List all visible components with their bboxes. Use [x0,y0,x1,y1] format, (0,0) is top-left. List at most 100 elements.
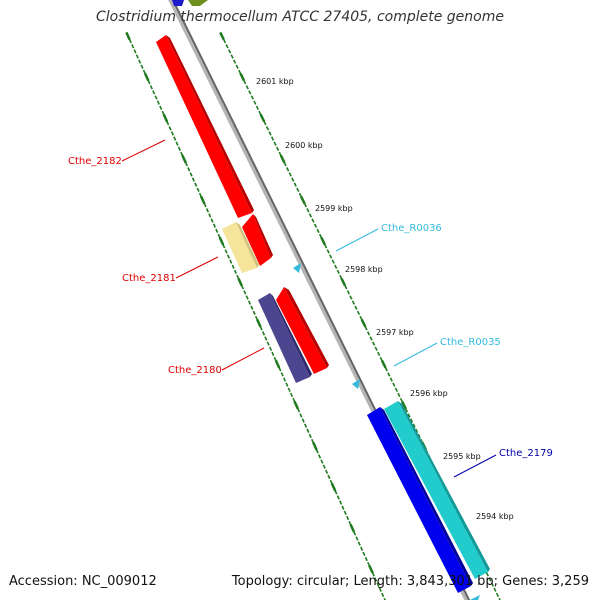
accession-text: Accession: NC_009012 [9,574,157,589]
left-track-tick [194,182,198,187]
right-track-tick [394,387,398,392]
left-track-tick [383,597,386,600]
left-track-tick [147,79,151,85]
left-track-tick [173,136,177,141]
left-track-tick [199,195,206,205]
left-track-tick [133,49,137,54]
right-track-tick [380,360,387,369]
left-track-tick [208,213,212,218]
left-track-tick [252,310,256,316]
right-track-tick [414,428,419,433]
left-track-tick [320,459,324,464]
right-track-tick [356,310,361,316]
left-track-tick [250,305,254,310]
right-track-tick [498,597,501,600]
left-track-tick [218,236,225,246]
right-track-tick [372,341,376,346]
right-track-tick [259,113,266,123]
right-track-tick [493,587,497,592]
feature-cthe-2180 [258,293,310,383]
left-track-tick [168,126,172,131]
feature-cthe-2181-shade [236,222,259,268]
tick-label: 2594 kbp [476,512,514,521]
right-track-tick [303,203,308,208]
left-track-tick [159,105,163,110]
left-track-tick [280,372,284,377]
right-track-tick [286,167,290,172]
left-track-tick [322,464,326,469]
left-track-tick [357,541,361,546]
gene-label-cthe-2181: Cthe_2181 [122,273,176,284]
right-track-tick [222,38,227,44]
feature-cthe-2179-blue-shade [380,407,473,586]
right-track-tick [270,136,275,141]
right-track-tick [354,305,358,310]
right-track-tick [369,336,373,341]
right-track-tick [268,131,272,136]
gene-label-cthe-2180: Cthe_2180 [168,365,222,376]
left-track-tick [339,500,343,505]
left-track-tick [143,72,150,82]
callout-line-cthe-r0035 [393,342,438,367]
tick-label: 2599 kbp [315,204,353,213]
left-track-tick [296,408,301,413]
right-track-tick [306,208,310,213]
feature-red-long-shade [284,287,329,368]
left-track-tick [311,438,315,444]
left-track-tick [266,341,270,346]
left-track-tick [237,277,243,287]
left-track-tick [138,59,142,64]
right-track-tick [351,300,356,305]
left-track-tick [128,38,132,44]
right-track-tick [359,315,363,321]
left-track-tick [187,167,191,172]
feature-cthe-2182 [156,35,252,218]
right-track-tick [366,331,371,336]
right-track-tick [298,192,302,198]
map-title: Clostridium thermocellum ATCC 27405, com… [96,9,504,25]
right-track-tick [384,367,388,372]
callout-layer: Cthe_2182 Cthe_2181 Cthe_2180 Cthe_R0036… [68,139,553,478]
right-track-tick [299,195,306,205]
callout-line-cthe-2180 [221,347,265,371]
left-track-tick [175,141,179,146]
right-track-tick [404,408,409,413]
right-track-tick [248,90,252,95]
left-track-tick [140,64,144,69]
right-track-tick [339,274,343,280]
gene-label-cthe-2179: Cthe_2179 [499,448,553,459]
right-track-tick [349,295,353,300]
rna-marker-bottom [470,595,480,600]
left-track-tick [203,203,207,208]
left-track-tick [273,356,277,362]
right-track-tick [324,244,328,249]
right-track-tick [401,401,407,410]
left-track-tick [360,546,364,551]
left-track-tick [191,177,195,182]
left-track-tick [268,346,273,351]
right-track-tick [344,285,348,290]
right-track-tick [239,72,246,82]
right-track-tick [387,372,391,377]
feature-red-long [276,287,327,374]
right-track-tick [243,79,247,85]
left-track-tick [170,131,174,136]
right-track-tick [412,423,416,428]
left-track-tick [327,474,331,480]
left-track-tick [247,300,252,305]
left-track-tick [226,254,231,259]
left-track-tick [343,510,347,515]
right-track-tick [318,233,323,239]
right-track-tick [397,392,401,398]
left-track-tick [264,336,268,341]
left-track-tick [233,269,238,275]
left-track-tick [177,146,181,151]
right-track-tick [389,377,393,382]
left-track-tick [304,423,308,428]
left-track-tick [217,233,221,239]
right-track-tick [379,356,383,362]
right-track-tick [293,182,297,187]
right-track-tick [417,433,421,439]
right-track-tick [334,264,338,269]
